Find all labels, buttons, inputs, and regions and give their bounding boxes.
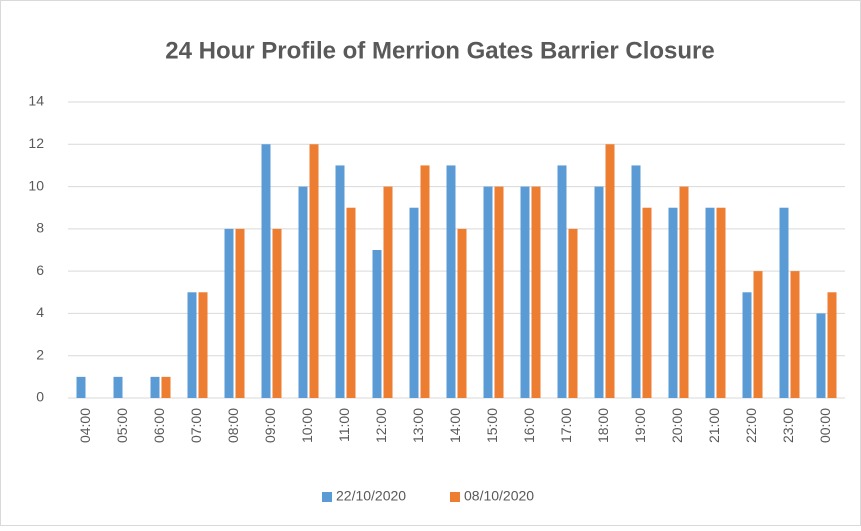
x-tick-label: 07:00 — [188, 408, 204, 443]
bar — [113, 376, 123, 398]
bar — [716, 207, 726, 398]
bar — [827, 292, 837, 398]
x-tick-label: 10:00 — [299, 408, 315, 443]
bar — [76, 376, 86, 398]
bar — [679, 186, 689, 398]
bar — [557, 165, 567, 398]
bar — [642, 207, 652, 398]
bar — [198, 292, 208, 398]
bar — [568, 228, 578, 398]
x-tick-label: 12:00 — [373, 408, 389, 443]
x-tick-label: 21:00 — [706, 408, 722, 443]
x-tick-label: 17:00 — [558, 408, 574, 443]
y-tick-label: 4 — [36, 304, 44, 320]
x-tick-label: 14:00 — [447, 408, 463, 443]
bar — [335, 165, 345, 398]
x-tick-label: 23:00 — [780, 408, 796, 443]
bar — [298, 186, 308, 398]
bar — [187, 292, 197, 398]
bar — [224, 228, 234, 398]
legend-label: 22/10/2020 — [336, 488, 406, 504]
bar — [594, 186, 604, 398]
chart-title: 24 Hour Profile of Merrion Gates Barrier… — [165, 37, 714, 64]
bar — [705, 207, 715, 398]
bar — [420, 165, 430, 398]
bar — [346, 207, 356, 398]
bar — [494, 186, 504, 398]
bar — [161, 376, 171, 398]
y-tick-label: 14 — [28, 93, 44, 109]
y-tick-label: 8 — [36, 220, 44, 236]
x-tick-label: 15:00 — [484, 408, 500, 443]
x-tick-label: 22:00 — [743, 408, 759, 443]
legend-swatch — [450, 492, 460, 502]
bar — [816, 313, 826, 398]
legend-label: 08/10/2020 — [464, 488, 534, 504]
x-tick-label: 09:00 — [262, 408, 278, 443]
bar — [261, 144, 271, 398]
bar — [779, 207, 789, 398]
y-tick-label: 6 — [36, 262, 44, 278]
bar — [272, 228, 282, 398]
bar — [235, 228, 245, 398]
y-tick-label: 2 — [36, 346, 44, 362]
x-tick-label: 16:00 — [521, 408, 537, 443]
x-tick-label: 20:00 — [669, 408, 685, 443]
x-tick-label: 00:00 — [817, 408, 833, 443]
bar — [520, 186, 530, 398]
x-tick-label: 04:00 — [77, 408, 93, 443]
x-tick-label: 19:00 — [632, 408, 648, 443]
x-tick-label: 18:00 — [595, 408, 611, 443]
bar — [372, 250, 382, 398]
bar — [531, 186, 541, 398]
bar — [790, 271, 800, 398]
x-tick-label: 11:00 — [336, 408, 352, 442]
bar — [150, 376, 160, 398]
bar — [383, 186, 393, 398]
x-tick-label: 08:00 — [225, 408, 241, 443]
y-tick-label: 10 — [28, 177, 44, 193]
x-tick-label: 13:00 — [410, 408, 426, 443]
bar — [631, 165, 641, 398]
legend-swatch — [322, 492, 332, 502]
bar — [753, 271, 763, 398]
bar — [446, 165, 456, 398]
bar — [483, 186, 493, 398]
y-tick-label: 12 — [28, 135, 44, 151]
y-tick-label: 0 — [36, 389, 44, 405]
x-tick-label: 06:00 — [151, 408, 167, 443]
bar — [309, 144, 319, 398]
bar — [409, 207, 419, 398]
bar — [742, 292, 752, 398]
x-tick-label: 05:00 — [114, 408, 130, 443]
bar — [457, 228, 467, 398]
bar — [668, 207, 678, 398]
bar — [605, 144, 615, 398]
